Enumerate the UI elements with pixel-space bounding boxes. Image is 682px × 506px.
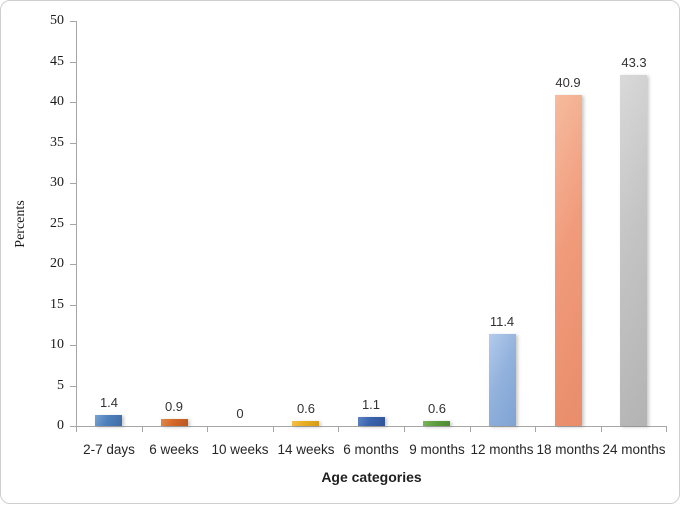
x-tick-mark [273, 427, 274, 432]
category-label: 24 months [602, 442, 666, 457]
y-tick-mark [70, 183, 76, 184]
x-tick-mark [666, 427, 667, 432]
bar [95, 415, 122, 426]
x-axis-title: Age categories [321, 469, 422, 485]
bar-value-label: 1.1 [361, 397, 381, 412]
category-label: 12 months [470, 442, 534, 457]
x-tick-mark [76, 427, 77, 432]
bar [292, 421, 319, 426]
x-tick-mark [404, 427, 405, 432]
y-tick-mark [70, 304, 76, 306]
y-tick-label: 20 [50, 256, 64, 271]
y-tick-mark [70, 142, 76, 144]
y-tick-mark [70, 102, 76, 103]
category-label: 10 weeks [211, 442, 269, 457]
y-tick-mark [70, 385, 76, 387]
y-tick-label: 0 [57, 418, 64, 433]
category-label: 18 months [536, 442, 600, 457]
x-tick-mark [338, 427, 339, 432]
x-tick-mark [535, 427, 536, 432]
bar [489, 334, 516, 426]
bar-value-label: 43.3 [621, 55, 647, 70]
category-label: 9 months [409, 442, 465, 457]
y-tick-mark [70, 61, 76, 63]
y-tick-mark [70, 264, 76, 265]
y-tick-mark [70, 21, 76, 22]
bar [423, 421, 450, 426]
y-axis-line [76, 21, 77, 427]
x-tick-mark [470, 427, 471, 432]
x-axis-line [70, 426, 667, 427]
x-tick-mark [601, 427, 602, 432]
category-label: 14 weeks [277, 442, 335, 457]
y-tick-label: 35 [50, 134, 64, 150]
y-tick-mark [70, 426, 76, 427]
bar [555, 95, 582, 426]
bar-value-label: 40.9 [555, 75, 581, 90]
y-tick-label: 30 [50, 175, 64, 190]
bar-value-label: 0 [236, 406, 244, 421]
category-label: 6 months [343, 442, 399, 457]
bar-value-label: 11.4 [489, 314, 515, 329]
category-label: 2-7 days [83, 442, 135, 457]
bar [358, 417, 385, 426]
x-tick-mark [142, 427, 143, 432]
bar-value-label: 0.9 [164, 399, 184, 414]
category-label: 6 weeks [149, 442, 199, 457]
y-tick-label: 45 [50, 53, 64, 69]
bar [620, 75, 647, 426]
bar-value-label: 0.6 [296, 401, 316, 416]
bar-value-label: 1.4 [99, 395, 119, 410]
y-tick-mark [70, 223, 76, 225]
y-tick-label: 25 [50, 215, 64, 231]
y-tick-label: 15 [50, 296, 64, 312]
bar-value-label: 0.6 [427, 401, 447, 416]
y-tick-label: 50 [50, 13, 64, 28]
y-tick-label: 5 [57, 377, 64, 393]
bar [161, 419, 188, 426]
x-tick-mark [207, 427, 208, 432]
y-tick-mark [70, 345, 76, 346]
y-tick-label: 40 [50, 94, 64, 109]
y-tick-label: 10 [50, 337, 64, 352]
